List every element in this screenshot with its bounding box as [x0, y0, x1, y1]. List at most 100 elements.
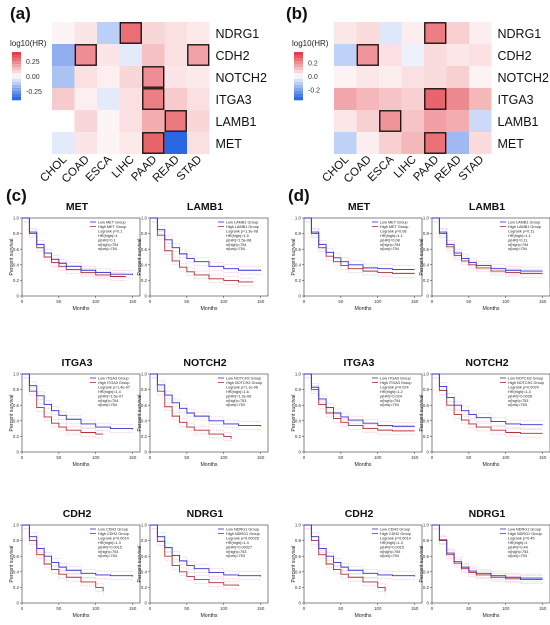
y-axis-label: Percent survival — [9, 239, 15, 276]
x-tick-label: 150 — [411, 606, 419, 611]
heatmap-cell-lamb1-esca — [97, 110, 120, 132]
km-stat-line: p(HR)=1.3e-06 — [226, 394, 251, 398]
legend-label-high: High NOTCH2 Group — [226, 381, 262, 385]
x-tick-label: 100 — [220, 299, 228, 304]
highlight-box-lamb1-esca — [379, 110, 402, 132]
km-ci-lower-high — [432, 221, 543, 278]
y-tick-label: 0.2 — [141, 434, 148, 439]
heatmap-cell-ndrg1-lihc — [119, 22, 142, 44]
km-stat-line: Logrank p=0.00026 — [226, 537, 259, 541]
heatmap-cell-cdh2-stad — [187, 44, 210, 66]
y-tick-label: 0.2 — [423, 278, 430, 283]
legend-swatch — [294, 73, 303, 77]
row-label-cdh2: CDH2 — [498, 49, 532, 63]
x-tick-label: 100 — [502, 606, 510, 611]
km-plot-c-met: MET 0 0.2 0.4 0.6 0.8 1.0 0 50 100 150 Months Percen… — [9, 201, 141, 312]
y-tick-label: 1.0 — [13, 372, 20, 377]
km-stat-line: HR(high)=1.3 — [508, 390, 531, 394]
legend-swatch — [294, 76, 303, 80]
km-frame — [21, 217, 141, 297]
heatmap-cell-notch2-paad — [424, 66, 447, 88]
x-tick-label: 100 — [92, 455, 100, 460]
km-ci-lower-low — [432, 528, 543, 583]
legend-tick-label: 0.0 — [308, 74, 318, 81]
legend-label-low: Low NDRG1 Group — [226, 527, 259, 531]
heatmap-cell-notch2-read — [446, 66, 469, 88]
y-tick-label: 0.4 — [295, 569, 302, 574]
heatmap-cell-itga3-paad — [424, 88, 447, 110]
km-stat-line: p(HR)=0.0015 — [98, 545, 122, 549]
km-stat-line: p(HR)=0.44 — [508, 545, 528, 549]
km-curve-low — [432, 373, 543, 426]
row-label-notch2: NOTCH2 — [498, 71, 549, 85]
legend-swatch — [294, 82, 303, 86]
heatmap-cell-ndrg1-coad — [356, 22, 379, 44]
km-ci-lower-high — [432, 377, 543, 438]
km-stat-line: n(low)=754 — [98, 554, 117, 558]
y-tick-label: 0 — [427, 601, 430, 606]
x-axis-label: Months — [72, 462, 89, 468]
heatmap-cell-ndrg1-stad — [469, 22, 492, 44]
y-tick-label: 0.4 — [141, 262, 148, 267]
km-stat-line: Logrank p=0.024 — [380, 386, 409, 390]
km-curve-high — [432, 217, 543, 274]
km-ci-upper-high — [432, 217, 543, 270]
panel-label-d: (d) — [288, 186, 310, 205]
y-tick-label: 0.4 — [423, 418, 430, 423]
panel-label-b: (b) — [286, 4, 308, 23]
km-curve-low — [304, 373, 415, 427]
km-curve-high — [22, 524, 104, 592]
km-ci-lower-high — [150, 528, 239, 590]
heatmap-cell-lamb1-paad — [424, 110, 447, 132]
legend-label-low: Low LAMB1 Group — [508, 220, 540, 224]
km-frame — [21, 373, 141, 453]
km-ci-upper-low — [304, 373, 415, 423]
heatmap-cell-notch2-lihc — [119, 66, 142, 88]
heatmap-cell-met-chol — [334, 132, 357, 154]
heatmap-cell-itga3-read — [164, 88, 187, 110]
highlight-box-itga3-paad — [424, 88, 447, 110]
km-stat-line: n(low)=754 — [380, 554, 399, 558]
km-stat-line: p(HR)=1.5e-07 — [98, 394, 123, 398]
km-ci-upper-low — [432, 373, 543, 422]
y-tick-label: 0 — [17, 294, 20, 299]
heatmap-cell-cdh2-lihc — [401, 44, 424, 66]
km-stat-line: n(high)=754 — [98, 399, 118, 403]
heatmap-a: NDRG1CDH2NOTCH2ITGA3LAMB1METCHOLCOADESCA… — [10, 22, 267, 186]
heatmap-cell-notch2-lihc — [401, 66, 424, 88]
heatmap-cell-notch2-read — [164, 66, 187, 88]
y-tick-label: 0.4 — [13, 569, 20, 574]
heatmap-b: NDRG1CDH2NOTCH2ITGA3LAMB1METCHOLCOADESCA… — [292, 22, 549, 186]
heatmap-cell-ndrg1-paad — [424, 22, 447, 44]
legend-swatch — [12, 55, 21, 59]
heatmap-cell-met-lihc — [119, 132, 142, 154]
legend-swatch — [12, 52, 21, 56]
legend-label-low: Low ITGA3 Group — [380, 376, 411, 380]
y-tick-label: 1.0 — [423, 216, 430, 221]
x-tick-label: 150 — [539, 606, 547, 611]
km-stat-line: p(HR)=0.1 — [98, 238, 116, 242]
km-stat-line: n(high)=753 — [226, 550, 246, 554]
km-plot-d-met: MET 0 0.2 0.4 0.6 0.8 1.0 0 50 100 150 Months Percen… — [291, 201, 423, 312]
legend-swatch — [12, 70, 21, 74]
km-frame — [431, 524, 550, 604]
x-tick-label: 0 — [149, 455, 152, 460]
km-plot-d-notch2: NOTCH2 0 0.2 0.4 0.6 0.8 1.0 0 50 100 150 Months Per… — [419, 357, 550, 468]
x-tick-label: 100 — [374, 455, 382, 460]
km-stat-line: n(high)=754 — [98, 550, 118, 554]
heatmap-cell-ndrg1-esca — [379, 22, 402, 44]
y-tick-label: 1.0 — [13, 216, 20, 221]
x-tick-label: 150 — [257, 299, 265, 304]
highlight-box-ndrg1-paad — [424, 22, 447, 44]
legend-swatch — [12, 82, 21, 86]
km-ci-upper-low — [22, 217, 133, 272]
legend-label-high: High LAMB1 Group — [226, 225, 259, 229]
heatmap-cell-ndrg1-chol — [52, 22, 75, 44]
km-title: NOTCH2 — [183, 357, 226, 369]
heatmap-cell-lamb1-lihc — [119, 110, 142, 132]
km-ci-upper-high — [304, 373, 415, 428]
heatmap-cell-cdh2-read — [164, 44, 187, 66]
legend-label-low: Low MET Group — [380, 220, 408, 224]
y-tick-label: 1.0 — [295, 216, 302, 221]
legend-label-high: High MET Group — [98, 225, 126, 229]
